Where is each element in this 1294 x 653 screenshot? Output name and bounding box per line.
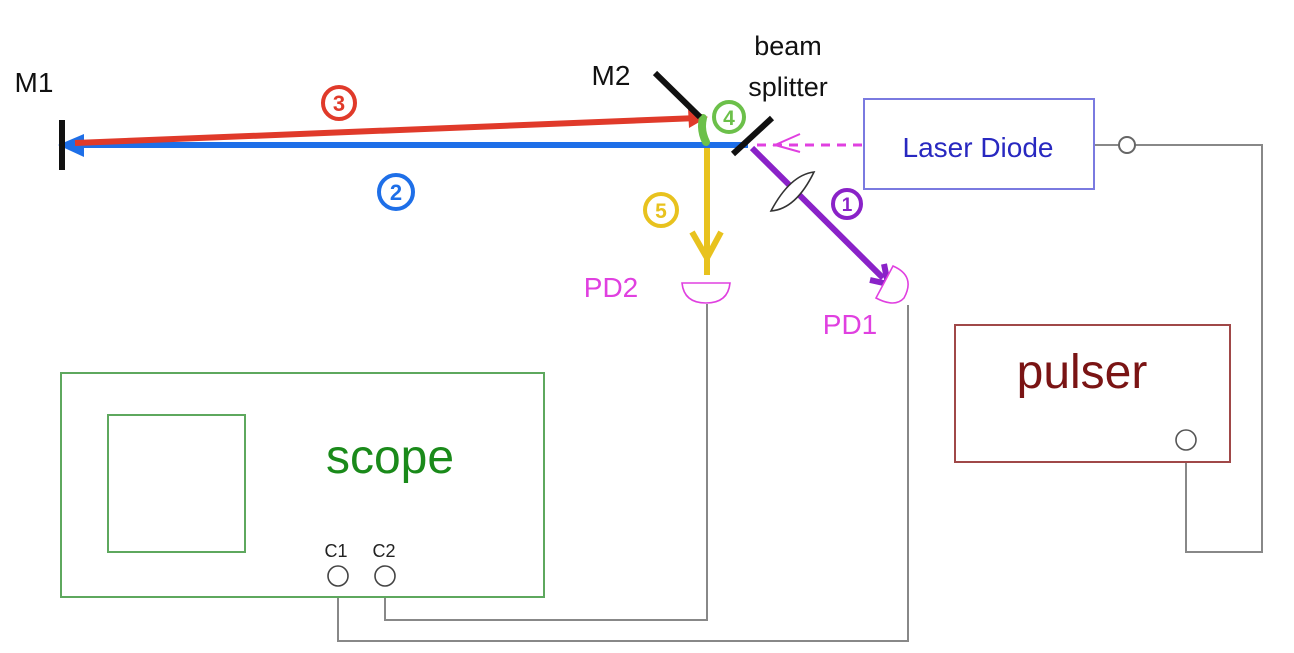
pd1-detector-icon [874,264,909,304]
svg-text:5: 5 [655,200,667,223]
wire-laser-to-pulser [1095,144,1263,553]
laser-connector [1118,136,1136,154]
wire-pd1-to-c1 [337,305,909,642]
beam-splitter-label-line2: splitter [748,72,828,102]
step-badge-4: 4 [712,100,746,134]
svg-text:4: 4 [723,107,735,130]
scope-c1-label: C1 [324,541,347,561]
mirror-m2 [652,70,703,120]
svg-text:3: 3 [333,91,345,116]
scope-screen [107,414,246,553]
wire-pd2-to-c2 [384,304,708,621]
svg-text:1: 1 [842,195,853,216]
beam-step-1 [749,145,886,281]
m2-label: M2 [592,60,631,91]
scope-label: scope [326,431,454,484]
pd2-detector-icon [681,282,731,304]
scope-c1-connector [327,565,349,587]
beam-step-4 [698,114,710,146]
beam-splitter-label-line1: beam [754,31,822,61]
beam-splitter [730,115,775,157]
laser-beam-arrowhead [772,133,801,153]
lens-icon [769,171,816,212]
laser-diode-box [863,98,1095,190]
beam-step-3 [74,115,699,146]
step-badge-5: 5 [643,192,679,228]
pd1-label: PD1 [823,309,877,340]
scope-c2-label: C2 [372,541,395,561]
beam-step-2-arrowhead [58,134,84,157]
laser-diode-label: Laser Diode [903,132,1054,163]
m1-label: M1 [15,67,54,98]
wiring [337,144,1263,642]
scope-c2-connector [374,565,396,587]
pd2-label: PD2 [584,272,638,303]
pulser-output-connector [1175,429,1197,451]
step-badge-1: 1 [831,188,863,220]
step-badge-2: 2 [377,173,415,211]
pulser-label: pulser [1017,346,1148,399]
svg-text:2: 2 [390,180,402,205]
beam-step-5-arrowhead [689,230,724,261]
step-badge-3: 3 [321,85,357,121]
